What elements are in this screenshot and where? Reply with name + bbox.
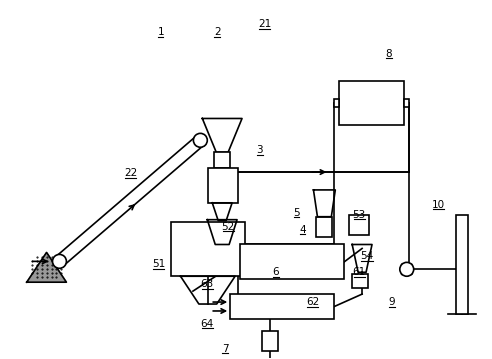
Circle shape bbox=[193, 133, 207, 147]
Polygon shape bbox=[212, 203, 232, 221]
Text: 8: 8 bbox=[386, 49, 392, 59]
Text: 63: 63 bbox=[201, 279, 214, 289]
Text: 7: 7 bbox=[222, 344, 228, 354]
Bar bbox=[230, 294, 334, 319]
Bar bbox=[352, 274, 368, 288]
Text: 62: 62 bbox=[306, 297, 319, 307]
Bar bbox=[334, 99, 339, 107]
Bar bbox=[339, 81, 404, 125]
Text: 5: 5 bbox=[293, 208, 300, 218]
Text: 53: 53 bbox=[352, 210, 366, 220]
Bar bbox=[404, 99, 409, 107]
Text: 64: 64 bbox=[201, 319, 214, 329]
Polygon shape bbox=[202, 118, 242, 152]
Bar bbox=[262, 331, 278, 351]
Bar bbox=[316, 217, 332, 237]
Text: 51: 51 bbox=[152, 259, 165, 269]
Text: 4: 4 bbox=[299, 225, 306, 234]
Text: 2: 2 bbox=[214, 27, 220, 37]
Text: 1: 1 bbox=[157, 27, 164, 37]
Polygon shape bbox=[181, 276, 235, 304]
Bar bbox=[457, 215, 468, 314]
Text: 22: 22 bbox=[124, 168, 138, 178]
Text: 61: 61 bbox=[352, 267, 366, 277]
Polygon shape bbox=[207, 220, 237, 244]
Bar bbox=[214, 152, 230, 168]
Bar bbox=[349, 215, 369, 234]
Text: 54: 54 bbox=[361, 251, 374, 261]
Text: 52: 52 bbox=[221, 222, 235, 232]
Polygon shape bbox=[27, 252, 66, 282]
Bar bbox=[208, 168, 238, 203]
Polygon shape bbox=[313, 190, 336, 217]
Circle shape bbox=[400, 262, 414, 276]
Text: 6: 6 bbox=[273, 267, 279, 277]
Text: 3: 3 bbox=[257, 145, 263, 155]
Bar bbox=[240, 244, 344, 279]
Bar bbox=[171, 222, 245, 276]
Text: 21: 21 bbox=[258, 19, 272, 29]
Circle shape bbox=[53, 255, 66, 268]
Text: 10: 10 bbox=[432, 200, 445, 210]
Text: 9: 9 bbox=[389, 297, 395, 307]
Polygon shape bbox=[352, 244, 372, 272]
